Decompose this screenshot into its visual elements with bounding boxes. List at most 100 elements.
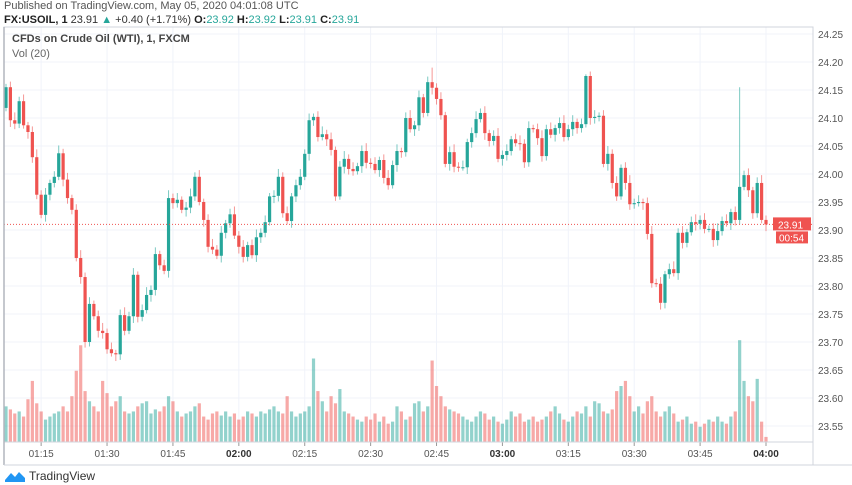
candle-body [439,98,443,116]
volume-bar [386,423,390,442]
volume-bar [136,406,140,442]
candle-body [540,138,544,157]
candle-body [390,165,395,186]
candle-body [92,303,96,317]
candle-body [369,162,373,164]
volume-bar [338,389,342,442]
candle-body [307,120,311,154]
volume-bar [522,421,526,442]
candle-body [483,112,487,134]
volume-bar [760,421,764,442]
candle-body [746,175,751,191]
volume-bar [456,413,461,442]
candle-body [724,221,729,224]
volume-bar [39,411,43,442]
candle-body [184,207,188,210]
volume-bar [426,406,430,442]
volume-bar [531,416,535,442]
open-label: O: [194,14,207,26]
volume-bar [87,401,92,442]
volume-bar [650,396,654,442]
last-price: 23.91 [70,14,99,26]
volume-bar [588,416,592,442]
candle-body [294,185,298,197]
candle-body [333,149,338,197]
volume-bar [509,411,513,442]
time-tick-label: 01:30 [95,449,120,460]
candle-body [654,283,658,285]
volume-bar [566,421,570,442]
candle-body [373,163,377,171]
volume-bar [118,396,122,442]
volume-bar [263,413,267,442]
candle-body [377,160,382,171]
candle-body [527,128,531,163]
current-price-badge [773,217,811,231]
volume-bar [478,411,483,442]
candle-body [364,151,368,163]
time-tick-label: 02:00 [226,449,252,460]
volume-bar [224,411,228,442]
candle-body [57,153,61,177]
candle-body [70,198,74,210]
volume-bar [412,403,417,442]
volume-bar [373,413,377,442]
candle-body [434,87,439,99]
volume-bar [246,411,250,442]
price-tick-label: 24.05 [818,142,843,153]
candle-body [755,182,759,214]
candle-body [351,168,355,172]
volume-bar [474,416,478,442]
volume-bar [307,406,311,442]
volume-bar [645,401,649,442]
volume-bar [751,401,755,442]
time-tick-label: 03:15 [556,449,581,460]
volume-bar [408,416,412,442]
candle-body [513,139,518,144]
volume-bar [764,436,768,442]
volume-indicator-label[interactable]: Vol (20) [12,48,50,60]
volume-bar [628,396,632,442]
volume-bar [241,416,245,442]
candle-body [43,194,48,215]
volume-bar [584,406,588,442]
volume-bar [202,416,206,442]
volume-bar [329,396,333,442]
candle-body [562,123,566,138]
candle-body [760,182,764,220]
volume-bar [676,421,680,442]
candle-body [566,129,570,138]
volume-bar [43,419,48,442]
candle-body [39,194,43,215]
time-tick-label: 03:00 [490,449,516,460]
volume-bar [505,419,509,442]
volume-bar [443,406,447,442]
candle-body [689,222,693,233]
candle-body [448,152,452,164]
candle-body [162,265,166,271]
volume-bar [557,413,562,442]
volume-bar [746,396,751,442]
candle-body [210,246,215,250]
volume-bar [70,396,74,442]
candle-body [729,212,733,224]
candle-body [48,182,52,195]
volume-bar [285,396,289,442]
volume-bar [606,413,610,442]
volume-bar [513,416,518,442]
volume-bar [35,403,39,442]
volume-bar [342,411,346,442]
volume-bar [575,411,579,442]
candle-body [13,120,17,124]
volume-bar [465,419,469,442]
volume-bar [579,413,584,442]
candle-body [21,101,26,126]
candle-body [544,129,548,157]
volume-bar [267,409,272,442]
up-arrow-icon: ▲ [101,14,113,26]
candle-body [667,269,671,275]
volume-bar [96,411,100,442]
volume-bar [417,401,421,442]
price-tick-label: 23.60 [818,394,843,405]
